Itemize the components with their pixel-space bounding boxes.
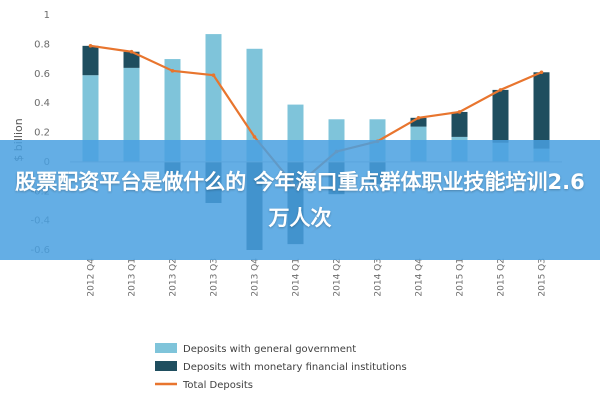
bar-monetary-financial-institutions xyxy=(123,51,140,68)
total-deposits-point xyxy=(498,88,503,92)
y-tick-label: 0.4 xyxy=(34,98,50,109)
total-deposits-point xyxy=(211,73,216,78)
x-tick-label: 2013 Q4 xyxy=(251,258,261,297)
y-tick-label: 0.6 xyxy=(34,69,50,80)
total-deposits-point xyxy=(252,135,257,139)
legend-label: Deposits with general government xyxy=(183,344,356,355)
total-deposits-point xyxy=(416,116,421,120)
total-deposits-point xyxy=(129,49,134,54)
legend: Deposits with general government Deposits… xyxy=(155,343,407,391)
bar-monetary-financial-institutions xyxy=(533,72,550,149)
x-tick-label: 2015 Q3 xyxy=(538,258,548,297)
bar-general-government xyxy=(205,34,222,162)
total-deposits-point xyxy=(88,44,93,48)
bar-monetary-financial-institutions xyxy=(82,45,99,76)
y-tick-label: 1 xyxy=(44,10,50,21)
y-tick-label: 0.8 xyxy=(34,39,50,50)
bar-general-government xyxy=(164,59,181,162)
x-tick-label: 2014 Q3 xyxy=(374,258,384,297)
x-tick-label: 2015 Q2 xyxy=(497,258,507,297)
x-tick-label: 2013 Q1 xyxy=(128,258,138,297)
y-tick-label: 0.2 xyxy=(34,128,50,139)
total-deposits-point xyxy=(170,69,175,73)
legend-swatch xyxy=(155,361,177,371)
x-tick-label: 2012 Q4 xyxy=(87,258,97,297)
x-tick-label: 2014 Q4 xyxy=(415,258,425,297)
bar-monetary-financial-institutions xyxy=(451,111,468,137)
caption-text: 股票配资平台是做什么的 今年海口重点群体职业技能培训2.6万人次 xyxy=(15,170,585,230)
total-deposits-point xyxy=(457,110,462,114)
caption-banner: 股票配资平台是做什么的 今年海口重点群体职业技能培训2.6万人次 xyxy=(0,140,600,260)
x-axis-labels: 2012 Q4 2013 Q1 2013 Q2 2013 Q3 2013 Q4 2014 … xyxy=(87,258,548,297)
legend-label: Deposits with monetary financial institu… xyxy=(183,362,407,373)
bar-monetary-financial-institutions xyxy=(410,117,427,127)
legend-label: Total Deposits xyxy=(182,380,253,391)
x-tick-label: 2015 Q1 xyxy=(456,258,466,297)
bar-monetary-financial-institutions xyxy=(492,89,509,143)
legend-swatch xyxy=(155,343,177,353)
x-tick-label: 2013 Q3 xyxy=(210,258,220,297)
x-tick-label: 2014 Q1 xyxy=(292,258,302,297)
bar-general-government xyxy=(246,48,263,162)
total-deposits-point xyxy=(539,70,544,75)
bar-general-government xyxy=(123,67,140,162)
x-tick-label: 2013 Q2 xyxy=(169,258,179,297)
x-tick-label: 2014 Q2 xyxy=(333,258,343,297)
